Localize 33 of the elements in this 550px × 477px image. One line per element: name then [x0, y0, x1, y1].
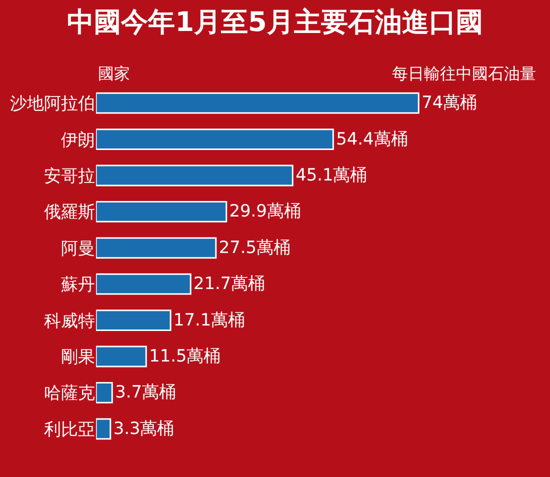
bar [96, 273, 192, 295]
bar [96, 92, 420, 114]
data-label: 11.5萬桶 [149, 345, 221, 366]
y-tick-label: 伊朗 [61, 130, 95, 150]
y-tick-label: 蘇丹 [61, 275, 95, 296]
chart-title: 中國今年1月至5月主要石油進口國 [67, 6, 483, 38]
bar [96, 128, 334, 150]
data-label: 29.9萬桶 [229, 200, 301, 221]
y-tick-label: 俄羅斯 [44, 202, 95, 223]
data-label: 54.4萬桶 [336, 128, 408, 148]
y-tick-label: 安哥拉 [44, 166, 95, 186]
y-tick-label: 阿曼 [61, 238, 95, 259]
data-label: 21.7萬桶 [194, 273, 266, 294]
data-label: 3.3萬桶 [113, 418, 174, 438]
y-tick-label: 哈薩克 [44, 384, 95, 404]
bar [96, 237, 217, 259]
data-label: 74萬桶 [422, 92, 478, 112]
x-axis-title: 每日輸往中國石油量 [392, 64, 536, 83]
data-label: 27.5萬桶 [218, 236, 290, 257]
data-label: 45.1萬桶 [296, 164, 368, 184]
y-tick-label: 沙地阿拉伯 [10, 94, 95, 114]
y-tick-label: 剛果 [61, 347, 95, 368]
y-tick-label: 利比亞 [44, 420, 95, 440]
bar [96, 164, 294, 186]
bar [96, 310, 172, 332]
data-label: 17.1萬桶 [173, 309, 246, 330]
bar [96, 382, 113, 404]
y-tick-label: 科威特 [44, 311, 95, 332]
bar [96, 418, 112, 440]
bar [96, 346, 147, 368]
data-label: 3.7萬桶 [115, 382, 176, 402]
bar [96, 201, 228, 222]
y-axis-title: 國家 [98, 64, 130, 83]
